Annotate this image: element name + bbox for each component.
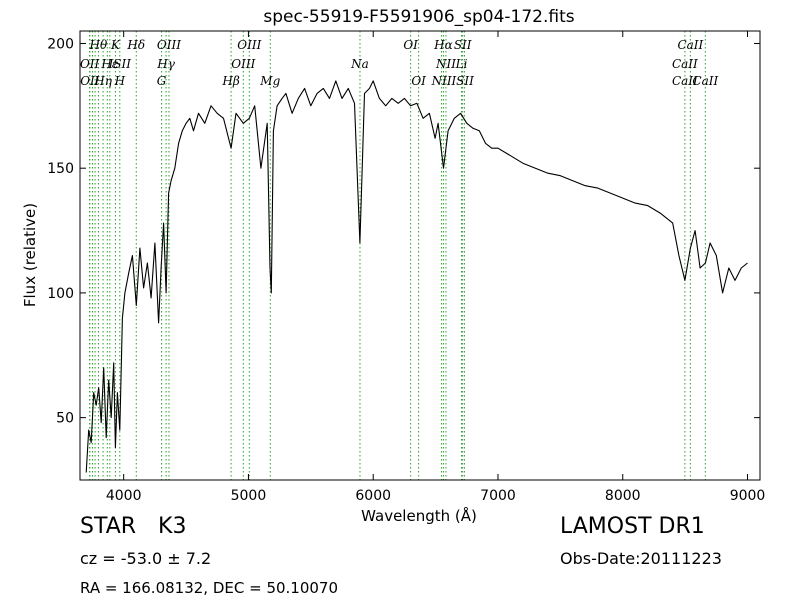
plot-frame — [79, 30, 761, 481]
y-axis-ticks: 50 100 150 200 — [47, 36, 760, 427]
line-label-oii: OII — [80, 57, 100, 71]
line-label-hθ: Hθ — [88, 38, 107, 52]
line-label-oii: OII — [80, 74, 100, 88]
line-label-isii: ISII — [450, 74, 474, 88]
line-label-hδ: Hδ — [126, 38, 145, 52]
y-axis-label: Flux (relative) — [21, 203, 39, 307]
y-tick-label: 200 — [47, 36, 74, 52]
line-label-hγ: Hγ — [156, 57, 175, 71]
line-label-hα: Hα — [433, 38, 453, 52]
survey-name: LAMOST DR1 — [560, 514, 705, 539]
object-class: STAR — [80, 514, 137, 539]
coordinates-text: RA = 166.08132, DEC = 50.10070 — [80, 579, 339, 597]
line-label-oiii: OIII — [231, 57, 255, 71]
x-axis-label: Wavelength (Å) — [361, 506, 477, 525]
y-tick-label: 50 — [56, 411, 74, 427]
flux-series-line — [85, 80, 748, 473]
line-label-k: K — [110, 38, 121, 52]
x-tick-label: 6000 — [355, 488, 391, 504]
line-label-isii: ISII — [108, 57, 132, 71]
x-tick-label: 9000 — [730, 488, 766, 504]
x-axis-ticks: 4000 5000 6000 7000 8000 9000 — [106, 31, 765, 504]
line-label-nii: NII — [435, 57, 456, 71]
line-label-h: H — [114, 74, 126, 88]
line-label-mg: Mg — [259, 74, 280, 88]
line-label-oi: OI — [411, 74, 426, 88]
line-label-hβ: Hβ — [221, 74, 239, 88]
redshift-text: cz = -53.0 ± 7.2 — [80, 549, 212, 568]
line-label-caii: CaII — [677, 38, 703, 52]
line-label-oi: OI — [403, 38, 418, 52]
line-label-sii: SII — [454, 38, 472, 52]
spectral-line-markers — [89, 31, 706, 480]
line-label-hε: Hε — [100, 57, 118, 71]
line-label-g: G — [157, 74, 167, 88]
x-tick-label: 7000 — [480, 488, 516, 504]
line-label-na: Na — [350, 57, 369, 71]
x-tick-label: 5000 — [231, 488, 267, 504]
observation-date: Obs-Date:20111223 — [560, 549, 722, 568]
line-label-li: Li — [455, 57, 468, 71]
line-label-oiii: OIII — [237, 38, 261, 52]
object-class-line: STAR K3 — [80, 514, 186, 539]
object-subclass: K3 — [158, 514, 187, 539]
line-label-caii: CaII — [672, 74, 698, 88]
x-tick-label: 4000 — [106, 488, 142, 504]
line-label-caii: CaII — [692, 74, 718, 88]
y-tick-label: 100 — [47, 286, 74, 302]
spectral-line-labels: Hθ K Hδ OIII OIII OI Hα SII CaII OII Hε CaII ISII Hγ O… — [80, 38, 719, 88]
line-label-hη: Hη — [93, 74, 112, 88]
line-label-oiii: OIII — [157, 38, 181, 52]
chart-title: spec-55919-F5591906_sp04-172.fits — [263, 7, 574, 27]
y-tick-label: 150 — [47, 161, 74, 177]
x-tick-label: 8000 — [605, 488, 641, 504]
line-label-nii: NII — [431, 74, 452, 88]
line-label-caii: CaII — [672, 57, 698, 71]
